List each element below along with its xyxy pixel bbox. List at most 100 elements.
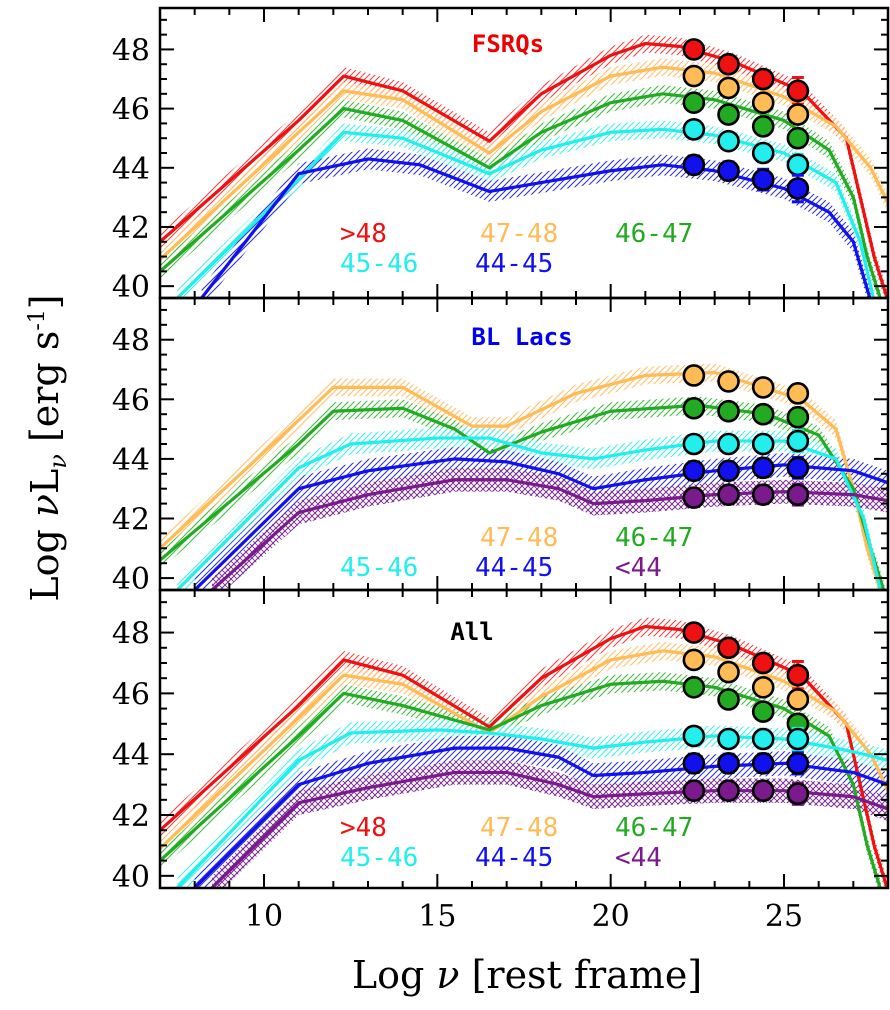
data-point-44-45-1 xyxy=(717,459,740,483)
data-point-47-48-2 xyxy=(751,676,775,699)
data-point-45-46-1 xyxy=(717,432,740,456)
y-tick-label: 42 xyxy=(112,502,150,537)
x-tick-label: 25 xyxy=(765,899,803,934)
data-point-<44-0 xyxy=(682,486,706,509)
legend-entry->48: >48 xyxy=(340,813,387,843)
band-45-46 xyxy=(177,427,882,590)
data-point-47-48-1 xyxy=(717,76,740,100)
series-line-46-47 xyxy=(160,403,886,590)
data-point-46-47-0 xyxy=(682,91,706,114)
data-point->48-1 xyxy=(717,636,740,660)
legend-entry-44-45: 44-45 xyxy=(475,249,553,279)
data-point->48-1 xyxy=(717,52,740,76)
data-point->48-2 xyxy=(751,651,775,675)
data-point-45-46-3 xyxy=(786,152,810,177)
data-point-45-46-1 xyxy=(717,129,740,153)
data-point-44-45-0 xyxy=(682,752,706,775)
y-tick-label: 48 xyxy=(112,617,150,652)
data-point-44-45-1 xyxy=(717,752,740,775)
y-tick-label: 48 xyxy=(112,33,150,68)
data-point-44-45-0 xyxy=(682,153,706,177)
y-tick-label: 42 xyxy=(112,211,150,246)
legend-entry-46-47: 46-47 xyxy=(615,523,693,553)
y-axis-title: Log νLν [erg s-1] xyxy=(23,294,72,601)
series-line-45-46 xyxy=(176,728,888,888)
data-point-46-47-2 xyxy=(751,402,775,426)
legend-entry-47-48: 47-48 xyxy=(480,523,558,553)
data-point-47-48-3 xyxy=(786,103,810,126)
data-point->48-0 xyxy=(682,38,706,61)
data-point-47-48-3 xyxy=(786,688,810,711)
series-line->48 xyxy=(160,41,888,298)
data-point-<44-2 xyxy=(751,483,775,506)
band-44-45 xyxy=(201,148,871,298)
data-point-<44-3 xyxy=(786,781,810,806)
data-point-47-48-1 xyxy=(717,660,740,684)
legend-entry-45-46: 45-46 xyxy=(340,553,418,583)
plot-area xyxy=(160,363,888,590)
panel-title: BL Lacs xyxy=(471,323,572,351)
legend-entry-46-47: 46-47 xyxy=(615,219,693,249)
data-point-47-48-0 xyxy=(682,364,706,387)
series-line-44-45 xyxy=(200,157,872,298)
data-point-45-46-0 xyxy=(682,432,706,456)
x-tick-label: 10 xyxy=(245,899,283,934)
data-point-45-46-0 xyxy=(682,118,706,141)
data-point-45-46-2 xyxy=(751,727,775,751)
series-line-46-47 xyxy=(160,92,882,298)
y-tick-label: 46 xyxy=(112,383,150,418)
data-point-47-48-1 xyxy=(717,370,740,393)
data-point-46-47-0 xyxy=(682,396,706,420)
data-point-44-45-3 xyxy=(786,751,810,776)
data-point-45-46-2 xyxy=(751,432,775,456)
data-point-44-45-2 xyxy=(751,752,775,775)
data-point-44-45-3 xyxy=(786,173,810,204)
data-point-45-46-3 xyxy=(786,429,810,453)
series-line-46-47 xyxy=(160,679,882,888)
panel-title: All xyxy=(450,618,493,646)
data-point-<44-1 xyxy=(717,779,740,802)
data-point-<44-3 xyxy=(786,482,810,507)
data-point-<44-0 xyxy=(682,779,706,802)
legend-entry-<44: <44 xyxy=(615,843,662,873)
data-point->48-0 xyxy=(682,621,706,644)
series-line->48 xyxy=(160,624,888,888)
legend-entry-<44: <44 xyxy=(615,553,662,583)
data-point-47-48-0 xyxy=(682,648,706,672)
data-point-44-45-3 xyxy=(786,455,810,480)
series-line-47-48 xyxy=(160,65,888,261)
x-tick-label: 20 xyxy=(592,899,630,934)
data-point-44-45-1 xyxy=(717,159,740,183)
band-44-45 xyxy=(194,735,888,888)
data-point-45-46-0 xyxy=(682,724,706,748)
data-point-45-46-1 xyxy=(717,727,740,751)
x-tick-label: 15 xyxy=(418,899,456,934)
panel-bl-lacs: 40 42 44 46 48 BL Lacs 47-48 46-47 45-46 44-45 <44 xyxy=(112,296,890,597)
data-point-45-46-3 xyxy=(786,726,810,752)
data-point-46-47-2 xyxy=(751,115,775,138)
data-point-<44-2 xyxy=(751,779,775,802)
data-point-44-45-2 xyxy=(751,456,775,480)
legend-entry-47-48: 47-48 xyxy=(480,219,558,249)
data-point-<44-1 xyxy=(717,483,740,506)
data-point-47-48-2 xyxy=(751,91,775,114)
data-point-46-47-2 xyxy=(751,700,775,723)
data-point-46-47-3 xyxy=(786,126,810,150)
data-point-46-47-0 xyxy=(682,676,706,699)
data-point-47-48-3 xyxy=(786,382,810,405)
y-tick-label: 44 xyxy=(112,152,150,187)
plot-area xyxy=(160,34,888,298)
legend-entry-46-47: 46-47 xyxy=(615,813,693,843)
band-45-46 xyxy=(177,719,888,888)
data-point-44-45-2 xyxy=(751,167,775,192)
y-tick-label: 40 xyxy=(112,270,150,305)
data-point-46-47-1 xyxy=(717,688,740,711)
y-tick-label: 44 xyxy=(112,738,150,773)
y-tick-label: 44 xyxy=(112,443,150,478)
y-tick-label: 40 xyxy=(112,860,150,895)
legend-entry-44-45: 44-45 xyxy=(475,843,553,873)
data-point-47-48-2 xyxy=(751,376,775,399)
panel-fsrqs: 40 42 44 46 48 FSRQs >48 47-48 46-47 45-46 44-45 xyxy=(112,6,890,305)
data-point-46-47-1 xyxy=(717,103,740,126)
